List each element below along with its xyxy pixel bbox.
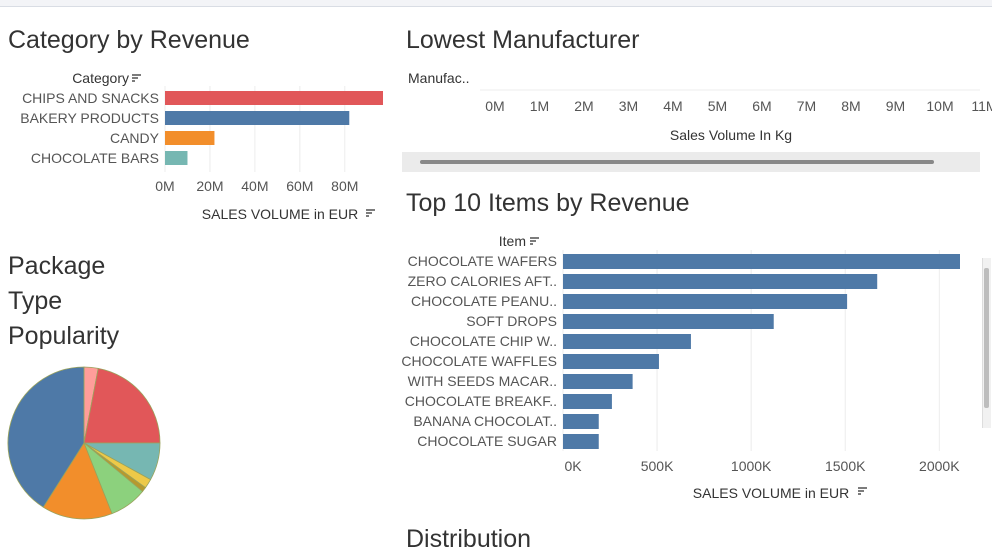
manufacturer-x-tick: 4M: [663, 98, 682, 114]
item-bar[interactable]: [563, 374, 633, 389]
category-axis-sort-icon[interactable]: [366, 209, 375, 217]
manufacturer-row-header: Manufac..: [408, 70, 469, 86]
items-axis-sort-icon[interactable]: [858, 487, 867, 495]
items-row-header: Item: [499, 233, 526, 249]
category-label[interactable]: CHOCOLATE BARS: [31, 150, 159, 166]
category-x-tick: 60M: [286, 178, 313, 194]
top10-items-title: Top 10 Items by Revenue: [406, 189, 690, 217]
item-bar[interactable]: [563, 334, 691, 349]
item-bar[interactable]: [563, 254, 960, 269]
item-label[interactable]: CHOCOLATE CHIP W..: [410, 333, 557, 349]
package-title-line1: Package: [8, 252, 106, 280]
category-bar[interactable]: [165, 111, 350, 125]
package-title-line2: Type: [8, 287, 63, 315]
manufacturer-x-tick: 6M: [752, 98, 771, 114]
items-x-tick: 1500K: [825, 458, 866, 474]
manufacturer-x-tick: 3M: [619, 98, 638, 114]
items-x-tick: 500K: [641, 458, 674, 474]
manufacturer-x-tick: 8M: [841, 98, 860, 114]
category-row-header: Category: [72, 70, 129, 86]
item-label[interactable]: CHOCOLATE WAFERS: [408, 253, 557, 269]
items-sort-icon[interactable]: [530, 237, 539, 245]
items-x-tick: 2000K: [919, 458, 960, 474]
item-label[interactable]: CHOCOLATE SUGAR: [417, 433, 557, 449]
manufacturer-x-tick: 11M: [971, 98, 992, 114]
category-x-axis-title: SALES VOLUME in EUR: [202, 206, 358, 222]
item-label[interactable]: ZERO CALORIES AFT..: [408, 273, 557, 289]
top-border: [0, 0, 992, 7]
manufacturer-x-tick: 9M: [886, 98, 905, 114]
manufacturer-x-tick: 5M: [708, 98, 727, 114]
items-x-axis-title: SALES VOLUME in EUR: [693, 485, 849, 501]
category-x-tick: 40M: [241, 178, 268, 194]
item-bar[interactable]: [563, 314, 774, 329]
item-bar[interactable]: [563, 434, 599, 449]
manufacturer-x-tick: 7M: [797, 98, 816, 114]
pie-slice[interactable]: [42, 442, 113, 520]
item-label[interactable]: SOFT DROPS: [466, 313, 557, 329]
item-bar[interactable]: [563, 414, 599, 429]
manufacturer-x-tick: 1M: [530, 98, 549, 114]
item-bar[interactable]: [563, 354, 659, 369]
item-label[interactable]: CHOCOLATE WAFFLES: [401, 353, 557, 369]
items-x-tick: 0K: [564, 458, 582, 474]
category-bar[interactable]: [165, 151, 188, 165]
category-label[interactable]: CANDY: [110, 130, 160, 146]
item-label[interactable]: CHOCOLATE PEANU..: [411, 293, 557, 309]
item-label[interactable]: BANANA CHOCOLAT..: [413, 413, 557, 429]
item-bar[interactable]: [563, 274, 878, 289]
category-chart-title: Category by Revenue: [8, 26, 250, 54]
category-bar[interactable]: [165, 91, 383, 105]
category-label[interactable]: BAKERY PRODUCTS: [20, 110, 159, 126]
category-x-tick: 80M: [331, 178, 358, 194]
lowest-manufacturer-title: Lowest Manufacturer: [406, 26, 640, 54]
category-x-tick: 20M: [196, 178, 223, 194]
manufacturer-x-axis-title: Sales Volume In Kg: [670, 127, 792, 143]
category-x-tick: 0M: [155, 178, 174, 194]
pie-slice[interactable]: [83, 367, 161, 444]
category-label[interactable]: CHIPS AND SNACKS: [22, 90, 159, 106]
manufacturer-x-tick: 10M: [926, 98, 953, 114]
manufacturer-hscroll-thumb[interactable]: [420, 160, 934, 164]
manufacturer-x-tick: 0M: [485, 98, 504, 114]
items-x-tick: 1000K: [731, 458, 772, 474]
package-title-line3: Popularity: [8, 322, 120, 350]
item-label[interactable]: CHOCOLATE BREAKF..: [405, 393, 557, 409]
items-vscroll-thumb[interactable]: [984, 268, 989, 408]
item-label[interactable]: WITH SEEDS MACAR..: [408, 373, 557, 389]
item-bar[interactable]: [563, 394, 612, 409]
item-bar[interactable]: [563, 294, 848, 309]
pie-slice[interactable]: [7, 366, 85, 508]
category-bar[interactable]: [165, 131, 215, 145]
manufacturer-x-tick: 2M: [574, 98, 593, 114]
category-sort-icon[interactable]: [132, 74, 141, 82]
